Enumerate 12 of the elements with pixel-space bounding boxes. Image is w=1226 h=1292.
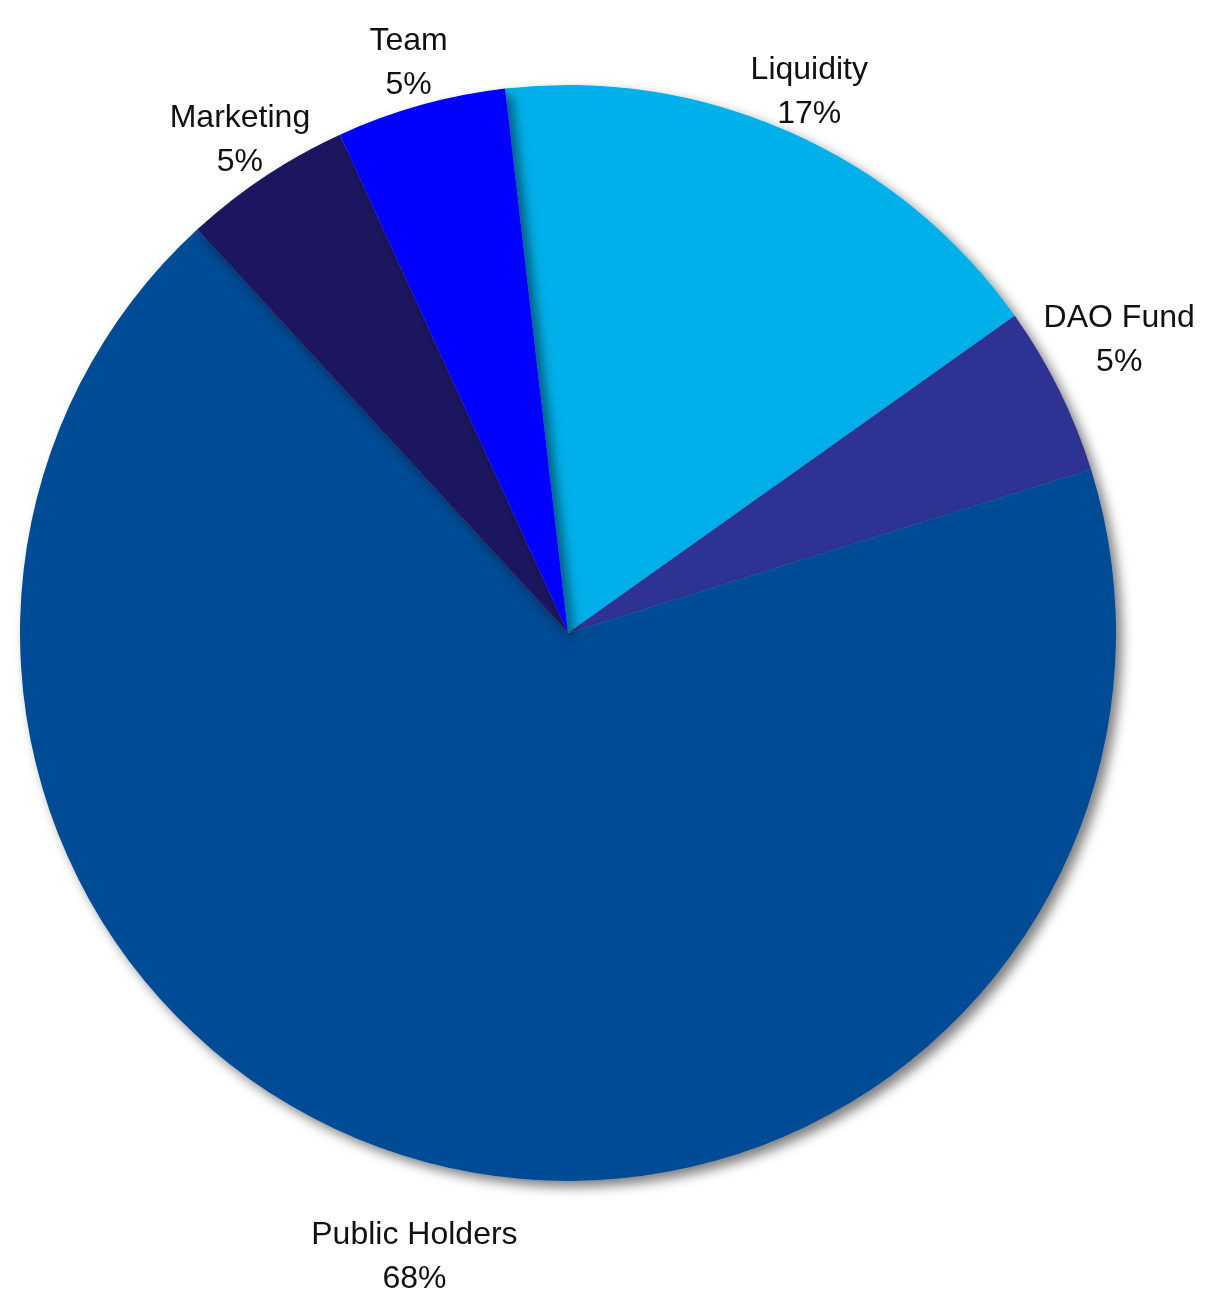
slice-label: Marketing xyxy=(169,98,311,135)
slice-label: Liquidity xyxy=(750,50,868,87)
data-label: 5% xyxy=(216,142,264,179)
pie-slice xyxy=(197,134,568,633)
data-label: 5% xyxy=(385,64,432,101)
pie-slice xyxy=(505,85,1015,633)
data-label: 17% xyxy=(777,94,842,131)
slice-label: DAO Fund xyxy=(1043,298,1195,335)
data-label: 68% xyxy=(382,1258,447,1292)
slice-label: Team xyxy=(369,20,448,57)
slice-label: Public Holders xyxy=(311,1214,518,1251)
data-label: 5% xyxy=(1096,342,1143,379)
